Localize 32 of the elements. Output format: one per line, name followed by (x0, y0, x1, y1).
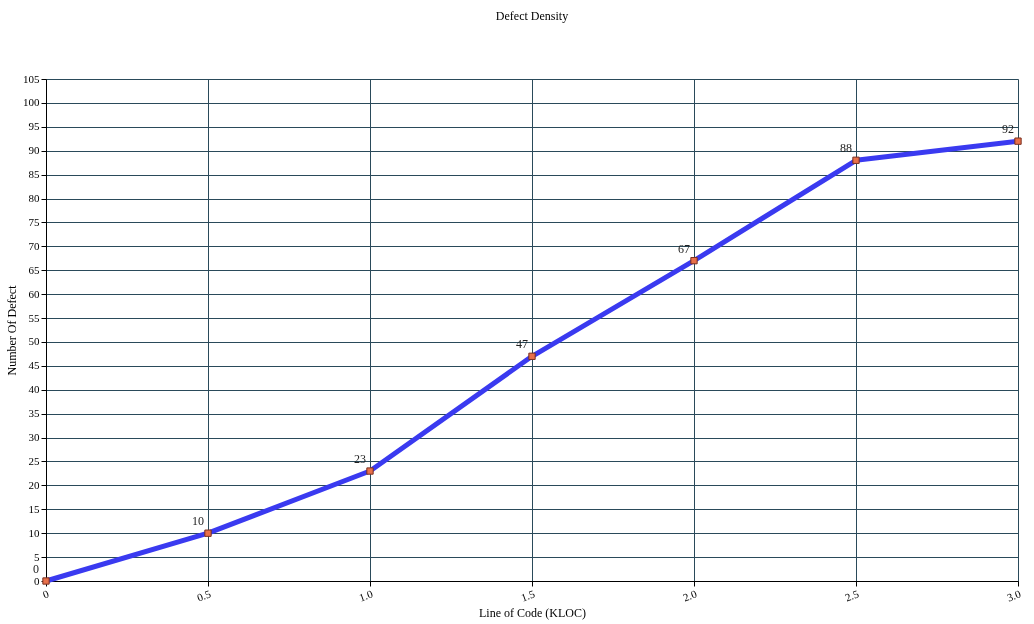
x-tick-label: 2.0 (681, 587, 699, 604)
y-axis-title: Number Of Defect (5, 284, 19, 376)
chart-title: Defect Density (495, 9, 569, 23)
y-tick-label: 90 (28, 144, 40, 157)
x-tick-label: 0.5 (195, 587, 213, 604)
y-tick-label: 80 (28, 192, 40, 205)
y-tick-label: 25 (28, 454, 40, 467)
x-tick-label: 2.5 (843, 587, 861, 604)
y-tick-label: 40 (28, 383, 40, 396)
y-tick-label: 10 (28, 526, 40, 539)
y-tick-label: 30 (28, 431, 40, 444)
y-tick-label: 15 (28, 502, 40, 515)
x-tick-label: 3.0 (1005, 587, 1023, 604)
y-tick-label: 100 (23, 96, 40, 109)
y-tick-label: 75 (28, 215, 40, 228)
y-tick-label: 70 (28, 239, 40, 252)
y-tick-label: 20 (28, 478, 40, 491)
y-tick-label: 50 (28, 335, 40, 348)
y-tick-label: 60 (28, 287, 40, 300)
y-tick-label: 65 (28, 263, 40, 276)
y-tick-label: 55 (28, 311, 40, 324)
y-tick-label: 5 (34, 550, 40, 563)
y-tick-label: 105 (23, 72, 40, 85)
y-tick-label: 45 (28, 359, 40, 372)
x-tick-label: 1.5 (519, 587, 537, 604)
y-tick-label: 85 (28, 168, 40, 181)
y-tick-label: 0 (34, 574, 40, 587)
y-tick-label: 95 (28, 120, 40, 133)
x-axis-title: Line of Code (KLOC) (479, 605, 586, 620)
data-label: 10 (192, 514, 204, 529)
x-tick-label: 1.0 (357, 587, 375, 604)
y-tick-label: 35 (28, 407, 40, 420)
